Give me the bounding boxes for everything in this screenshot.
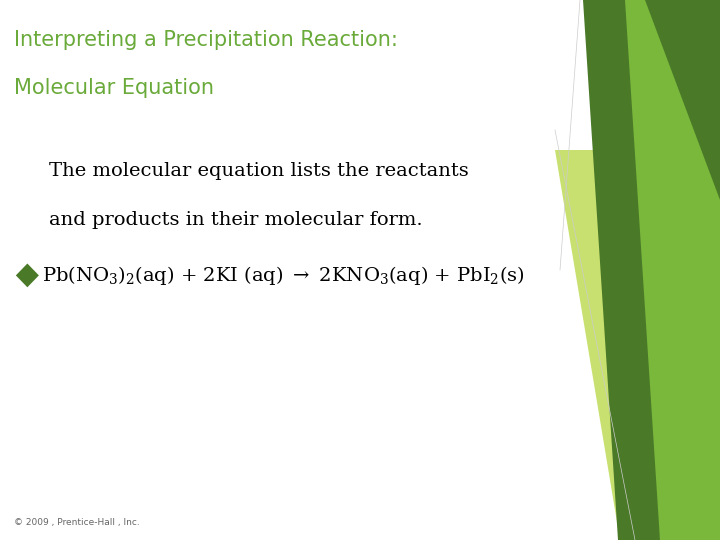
- Polygon shape: [555, 0, 583, 150]
- Text: © 2009 , Prentice-Hall , Inc.: © 2009 , Prentice-Hall , Inc.: [14, 517, 140, 526]
- Polygon shape: [583, 0, 660, 540]
- Text: Interpreting a Precipitation Reaction:: Interpreting a Precipitation Reaction:: [14, 30, 398, 50]
- Text: Pb(NO$_3$)$_2$(aq) + 2KI (aq) $\rightarrow$ 2KNO$_3$(aq) + PbI$_2$(s): Pb(NO$_3$)$_2$(aq) + 2KI (aq) $\rightarr…: [42, 264, 524, 287]
- Polygon shape: [16, 264, 39, 287]
- Polygon shape: [645, 0, 720, 200]
- Text: Molecular Equation: Molecular Equation: [14, 78, 215, 98]
- Text: The molecular equation lists the reactants: The molecular equation lists the reactan…: [49, 162, 469, 180]
- Text: and products in their molecular form.: and products in their molecular form.: [49, 211, 423, 228]
- Polygon shape: [555, 150, 660, 540]
- Polygon shape: [600, 0, 720, 540]
